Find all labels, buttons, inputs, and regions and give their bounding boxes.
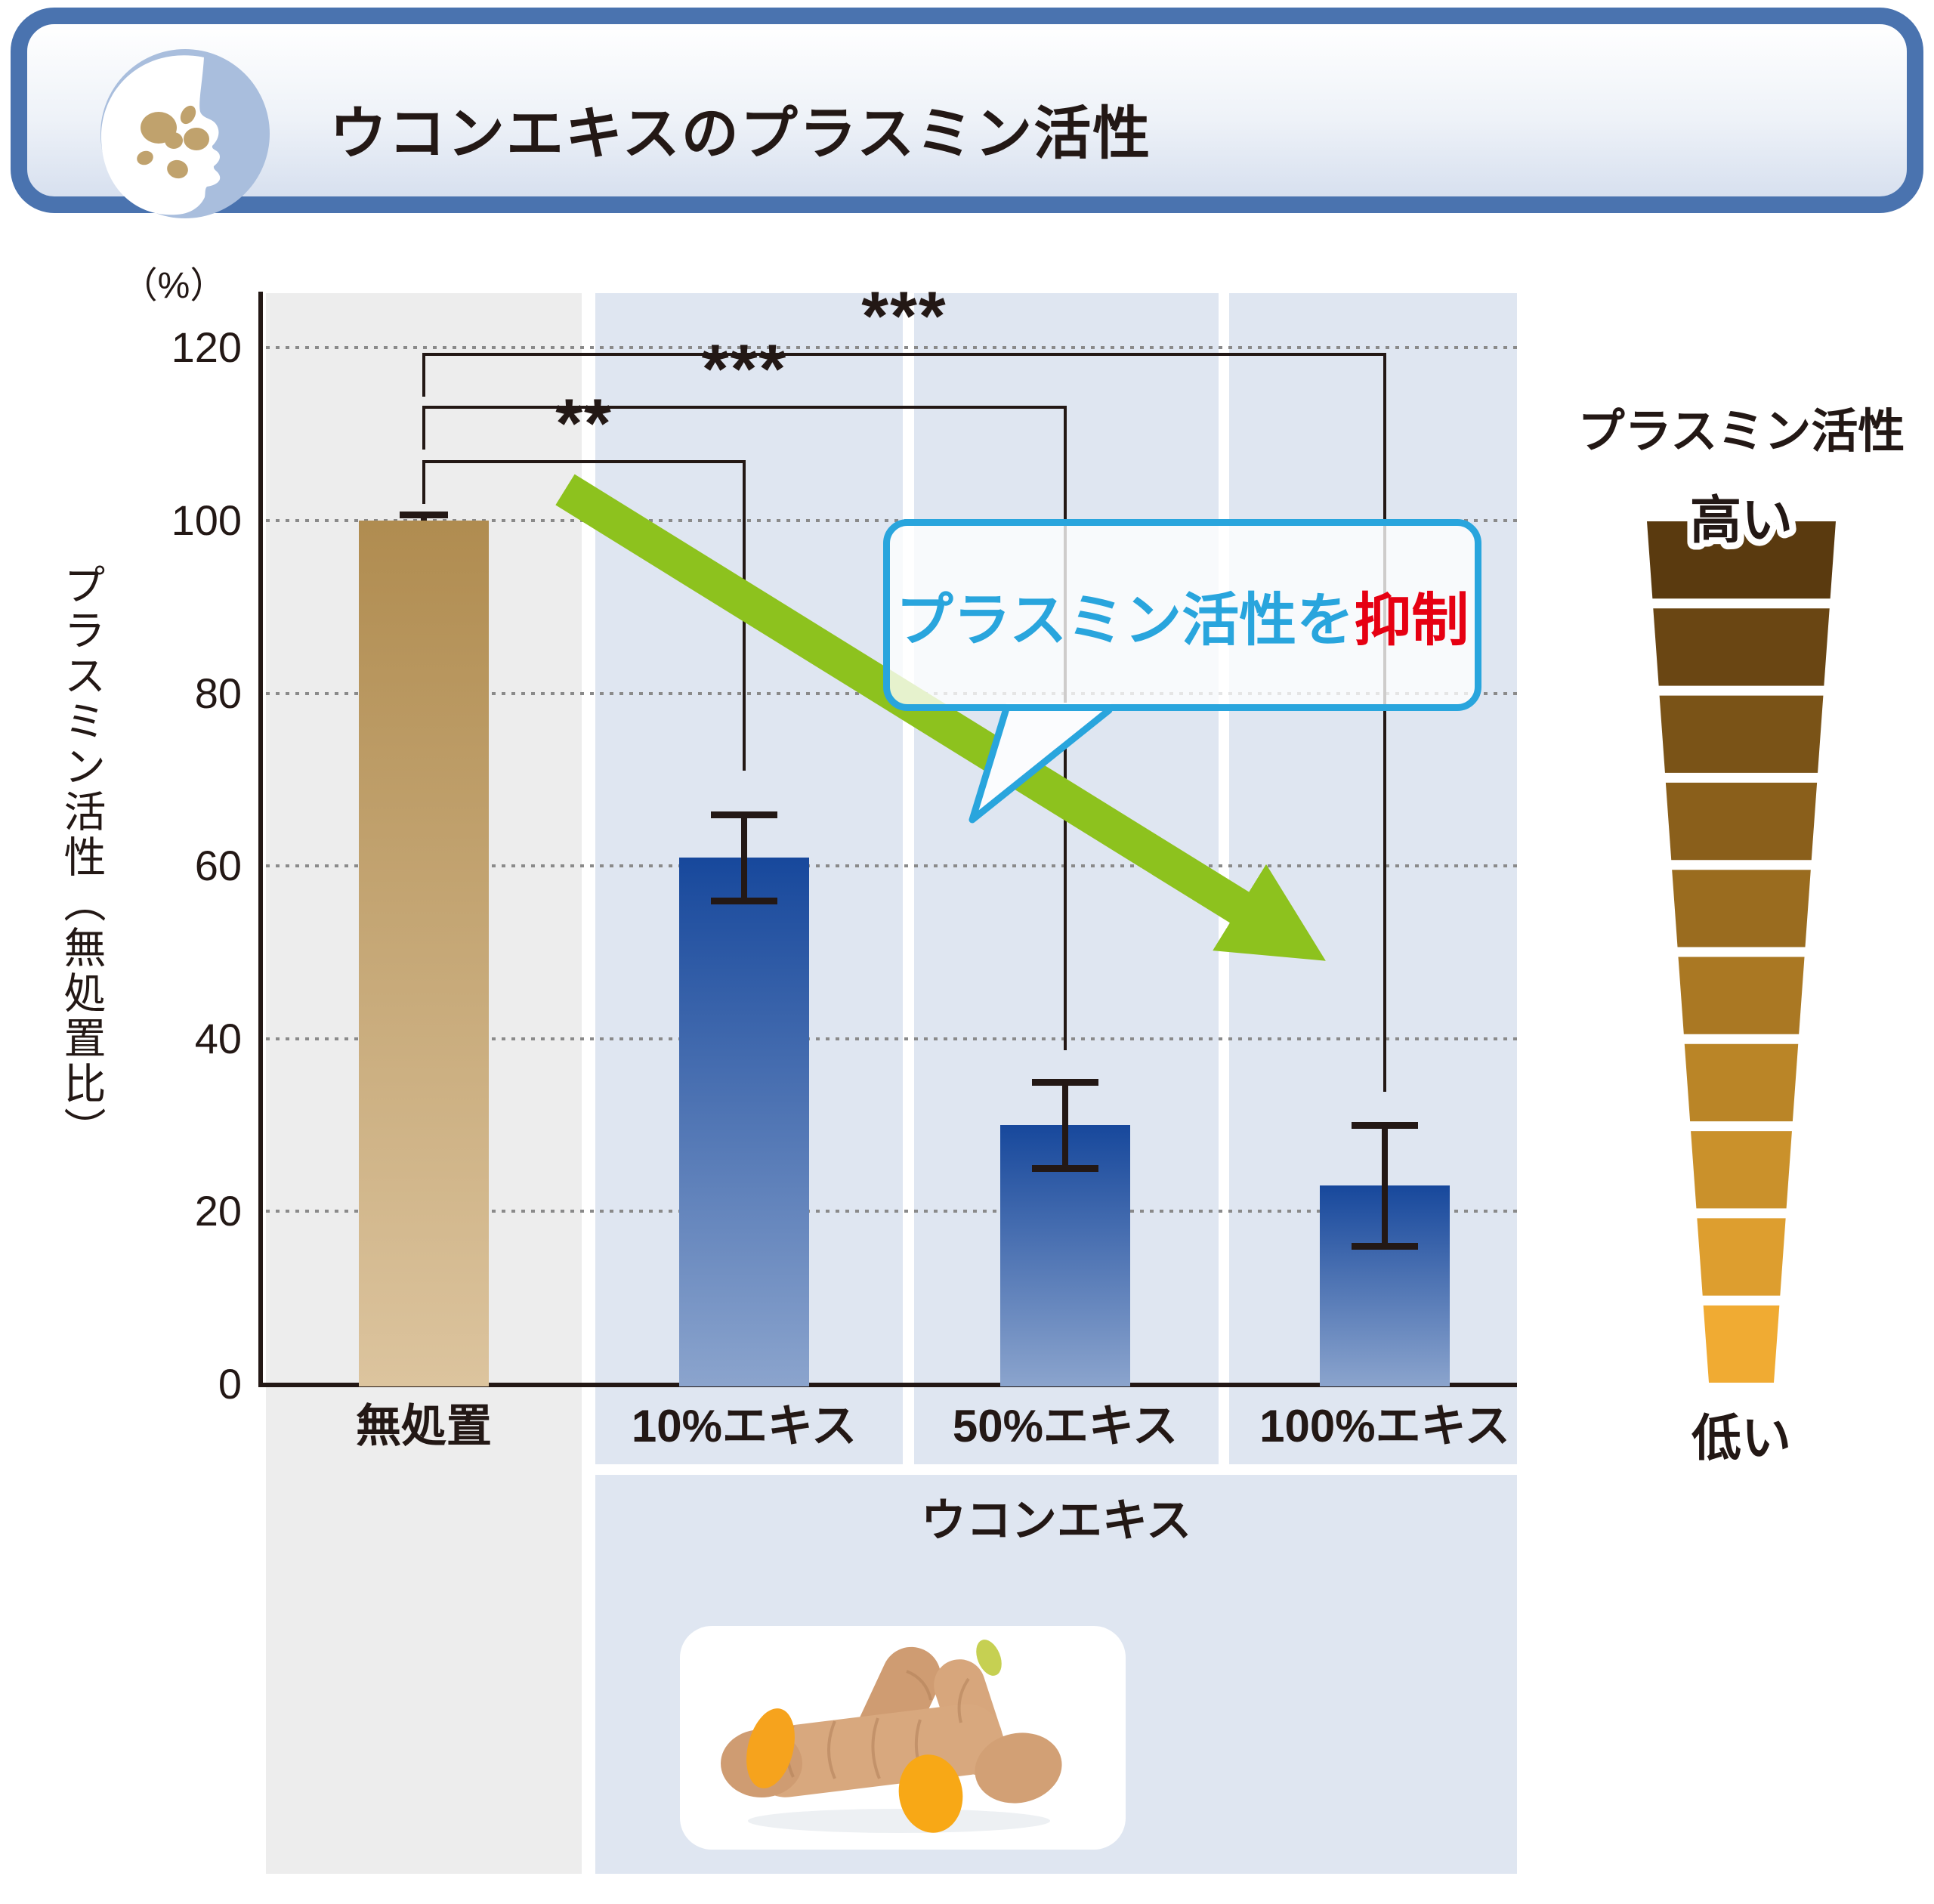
bar-10%エキス (679, 858, 809, 1386)
pigment-spots (137, 105, 209, 179)
y-tick-0: 0 (218, 1360, 242, 1408)
gridline-40 (266, 1037, 1517, 1040)
sig-stars-0: ** (555, 385, 613, 462)
error-bar-cap-bottom-1 (711, 898, 777, 904)
gridline-20 (266, 1210, 1517, 1213)
y-axis-line (258, 292, 263, 1387)
error-bar-cap-top-2 (1032, 1079, 1098, 1086)
error-bar-cap-top-1 (711, 811, 777, 818)
y-axis-unit-label: （%） (121, 266, 227, 306)
funnel-legend-title: プラスミン活性 (1577, 406, 1905, 458)
annotation-text-blue: プラスミン活性を (895, 589, 1355, 653)
y-tick-40: 40 (194, 1015, 242, 1062)
funnel-high-label: 高い (1690, 492, 1793, 549)
gridline-100 (266, 519, 1517, 522)
funnel-segment-2 (1659, 695, 1824, 773)
annotation-bubble: プラスミン活性を 抑制 (883, 519, 1481, 711)
funnel-segment-8 (1697, 1218, 1786, 1296)
sig-bracket-line-0 (424, 460, 744, 463)
x-tick-無処置: 無処置 (356, 1401, 492, 1451)
y-tick-20: 20 (194, 1187, 242, 1235)
bar-無処置 (359, 521, 489, 1386)
funnel-segment-6 (1684, 1043, 1799, 1122)
error-bar-line-1 (741, 814, 747, 901)
funnel-segment-4 (1672, 870, 1811, 947)
y-tick-60: 60 (194, 842, 242, 889)
y-axis-title: プラスミン活性（無処置比） (58, 563, 106, 1152)
group-label-turmeric-extract: ウコンエキス (920, 1495, 1192, 1546)
funnel-segment-1 (1653, 608, 1830, 686)
gridline-120 (266, 346, 1517, 349)
y-tick-80: 80 (194, 669, 242, 717)
sig-stars-1: *** (701, 331, 788, 408)
error-bar-line-2 (1062, 1082, 1068, 1168)
x-tick-10%エキス: 10%エキス (631, 1401, 857, 1451)
error-bar-cap-bottom-2 (1032, 1165, 1098, 1172)
turmeric-image (721, 1640, 1062, 1833)
sig-bracket-left-stub-1 (422, 406, 425, 450)
turmeric-image-card (680, 1626, 1126, 1850)
funnel-low-label: 低い (1691, 1410, 1791, 1466)
sig-bracket-line-1 (424, 406, 1065, 409)
y-tick-120: 120 (171, 323, 242, 371)
funnel-segment-0 (1647, 521, 1836, 599)
y-tick-100: 100 (171, 496, 242, 544)
error-bar-line-3 (1382, 1125, 1388, 1246)
sig-bracket-left-stub-2 (422, 353, 425, 397)
annotation-text-red: 抑制 (1354, 589, 1469, 653)
sig-stars-2: *** (861, 278, 947, 355)
x-tick-50%エキス: 50%エキス (952, 1401, 1179, 1451)
sig-bracket-drop-2 (1383, 353, 1386, 1092)
funnel-segment-9 (1703, 1305, 1780, 1383)
face-with-spots-icon (100, 49, 270, 218)
header-banner: ウコンエキスのプラスミン活性 (11, 8, 1923, 218)
funnel-segment-3 (1665, 782, 1818, 861)
funnel-segment-5 (1678, 957, 1805, 1034)
error-bar-cap-bottom-3 (1352, 1243, 1418, 1250)
error-bar-cap-top-3 (1352, 1122, 1418, 1129)
funnel-segment-7 (1691, 1131, 1792, 1209)
sig-bracket-line-2 (424, 353, 1385, 356)
x-axis-line (258, 1383, 1517, 1387)
x-tick-100%エキス: 100%エキス (1259, 1401, 1510, 1451)
error-bar-cap-top-0 (400, 512, 448, 518)
sig-bracket-left-stub-0 (422, 460, 425, 504)
gridline-60 (266, 864, 1517, 867)
page-title: ウコンエキスのプラスミン活性 (329, 102, 1152, 166)
plasmin-activity-funnel: 高い (1647, 485, 1836, 1383)
